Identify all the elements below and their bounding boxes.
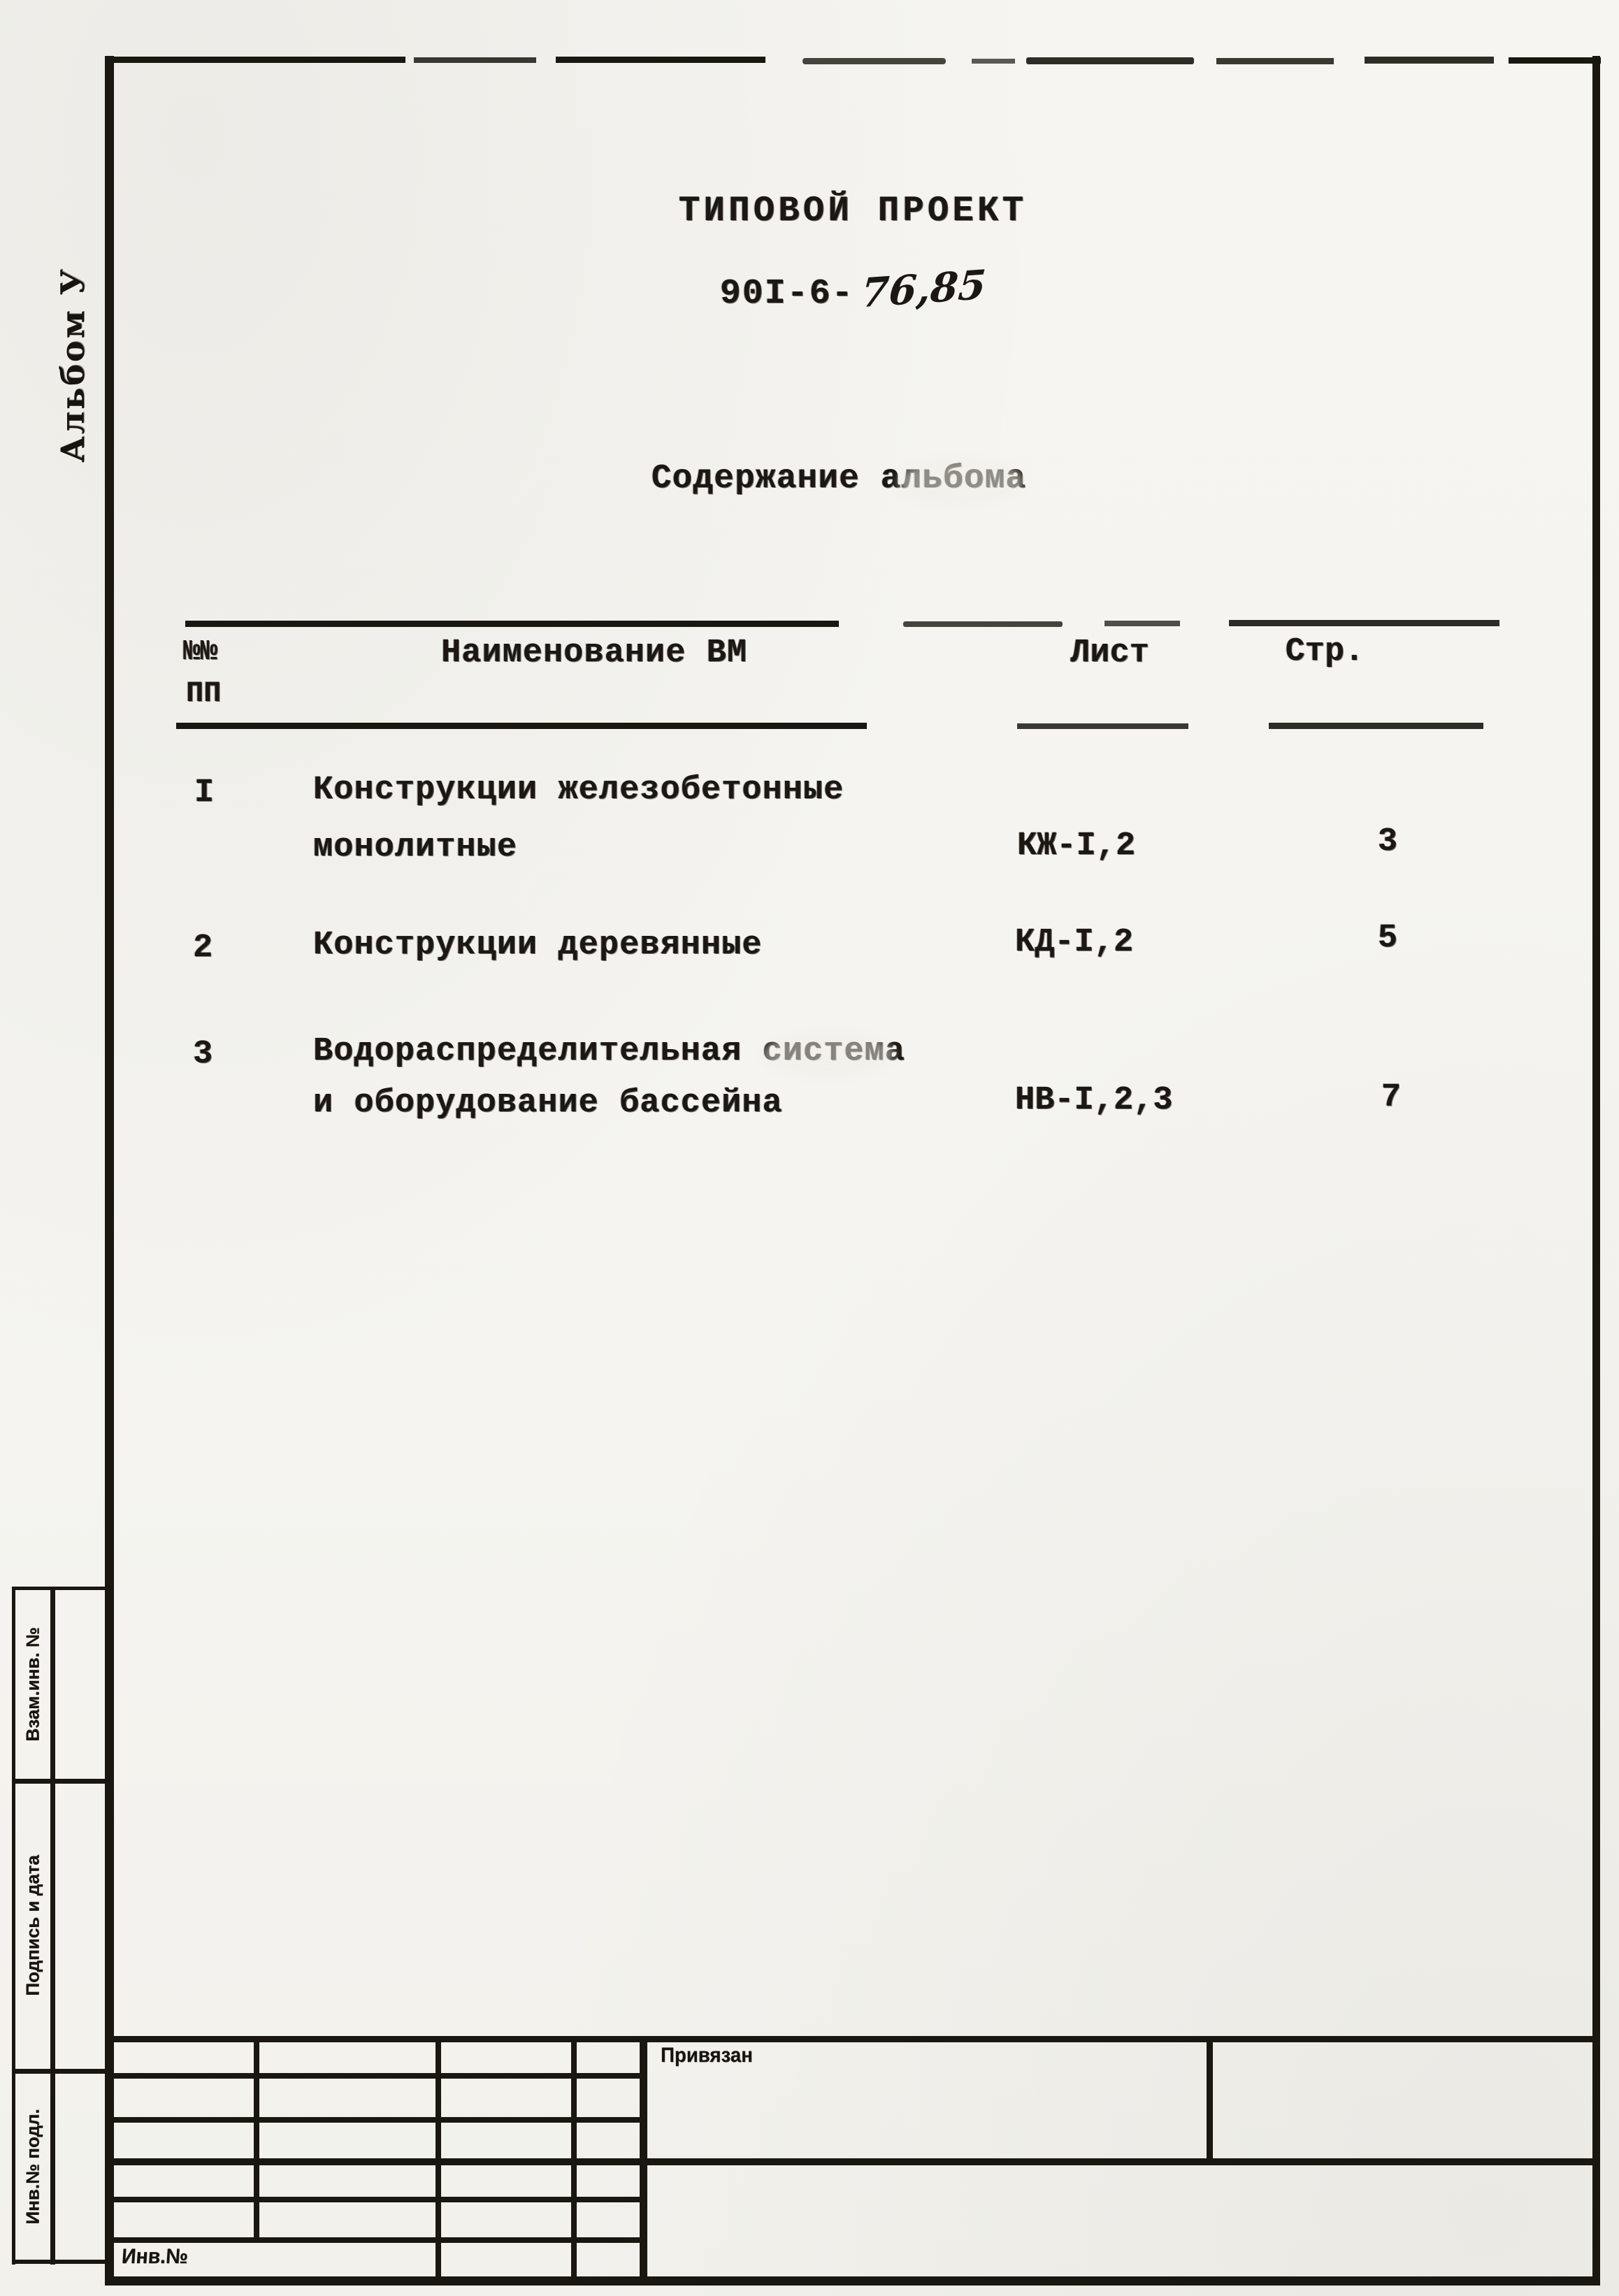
frame-top-border-segment [414, 57, 536, 63]
table-row-num: 2 [193, 930, 213, 967]
table-header-bottom-rule-segment [176, 723, 867, 729]
title-block-binding-label: Привязан [661, 2044, 753, 2067]
frame-top-border-segment [803, 58, 946, 64]
scan-smudge [898, 458, 1024, 507]
frame-right-border [1592, 56, 1600, 2286]
album-label: Альбом У [54, 267, 92, 463]
frame-top-border-segment [1026, 57, 1194, 64]
table-row-name-line2: монолитные [313, 829, 518, 866]
page-subtitle: Содержание альбома [651, 460, 1027, 498]
table-row-sheet: КД-I,2 [1015, 924, 1134, 961]
stamp-strip-divider [12, 1587, 110, 1590]
table-row-page: 5 [1377, 920, 1398, 957]
title-block-column-line [254, 2036, 259, 2243]
frame-top-border-segment [105, 57, 405, 63]
column-header-num-line2: ПП [186, 677, 222, 710]
frame-top-border-segment [972, 59, 1015, 64]
project-number-typed: 90I-6- [719, 274, 854, 314]
table-header-bottom-rule-segment [1017, 723, 1188, 729]
stamp-strip-outer-line [12, 1587, 15, 2265]
table-row-page: 7 [1381, 1079, 1402, 1116]
frame-top-border-segment [1216, 58, 1334, 64]
stamp-strip-divider [12, 1779, 110, 1784]
table-header-top-rule-segment [185, 621, 839, 627]
table-header-top-rule-segment [903, 621, 1063, 627]
table-header-top-rule-segment [1229, 620, 1499, 626]
scan-smudge [762, 1032, 895, 1078]
stamp-label-inv-podl: Инв.№ подл. [22, 2109, 43, 2225]
column-header-name: Наименование ВМ [440, 635, 748, 672]
title-block-column-line [436, 2036, 441, 2282]
table-row-sheet: НВ-I,2,3 [1015, 1082, 1173, 1119]
column-header-page: Стр. [1285, 633, 1365, 670]
table-header-top-rule-segment [1104, 621, 1180, 626]
frame-top-border-segment [1509, 57, 1601, 64]
page-title: ТИПОВОЙ ПРОЕКТ [678, 192, 1028, 231]
table-row-sheet: КЖ-I,2 [1017, 828, 1136, 865]
stamp-label-podpis-data: Подпись и дата [22, 1855, 43, 1996]
stamp-label-vzam-inv: Взам.инв. № [22, 1627, 43, 1742]
column-header-num-line1: №№ [183, 636, 218, 668]
frame-top-border-segment [556, 57, 765, 63]
frame-bottom-border [105, 2276, 1600, 2286]
title-block-row-line [105, 2117, 645, 2123]
table-header-bottom-rule-segment [1269, 723, 1483, 729]
title-block-inventory-label: Инв.№ [120, 2245, 189, 2268]
column-header-sheet: Лист [1070, 635, 1149, 672]
table-row-num: 3 [193, 1036, 213, 1073]
title-block-column-line [1207, 2036, 1213, 2165]
table-row-num: I [194, 774, 215, 811]
title-block-row-line [105, 2073, 645, 2079]
frame-left-border [105, 56, 114, 2286]
title-block-middle-line [105, 2158, 1600, 2165]
stamp-strip-divider [12, 2069, 110, 2074]
table-row-name-line1: Конструкции деревянные [313, 927, 763, 964]
stamp-strip-divider [12, 2260, 110, 2264]
title-block-column-line [571, 2036, 577, 2282]
table-row-page: 3 [1377, 823, 1398, 860]
frame-top-border-segment [1365, 57, 1494, 64]
title-block-column-line [640, 2036, 647, 2282]
title-block-row-line [105, 2237, 645, 2243]
table-row-name-line2: и оборудование бассейна [313, 1085, 783, 1122]
project-number-handwritten: 76,85 [859, 261, 988, 317]
table-row-name-line1: Конструкции железобетонные [313, 772, 844, 809]
title-block-top-line [105, 2036, 1600, 2042]
project-number: 90I-6- 76,85 [594, 261, 1111, 317]
title-block-row-line [105, 2197, 645, 2202]
stamp-strip-inner-line [50, 1587, 55, 2265]
